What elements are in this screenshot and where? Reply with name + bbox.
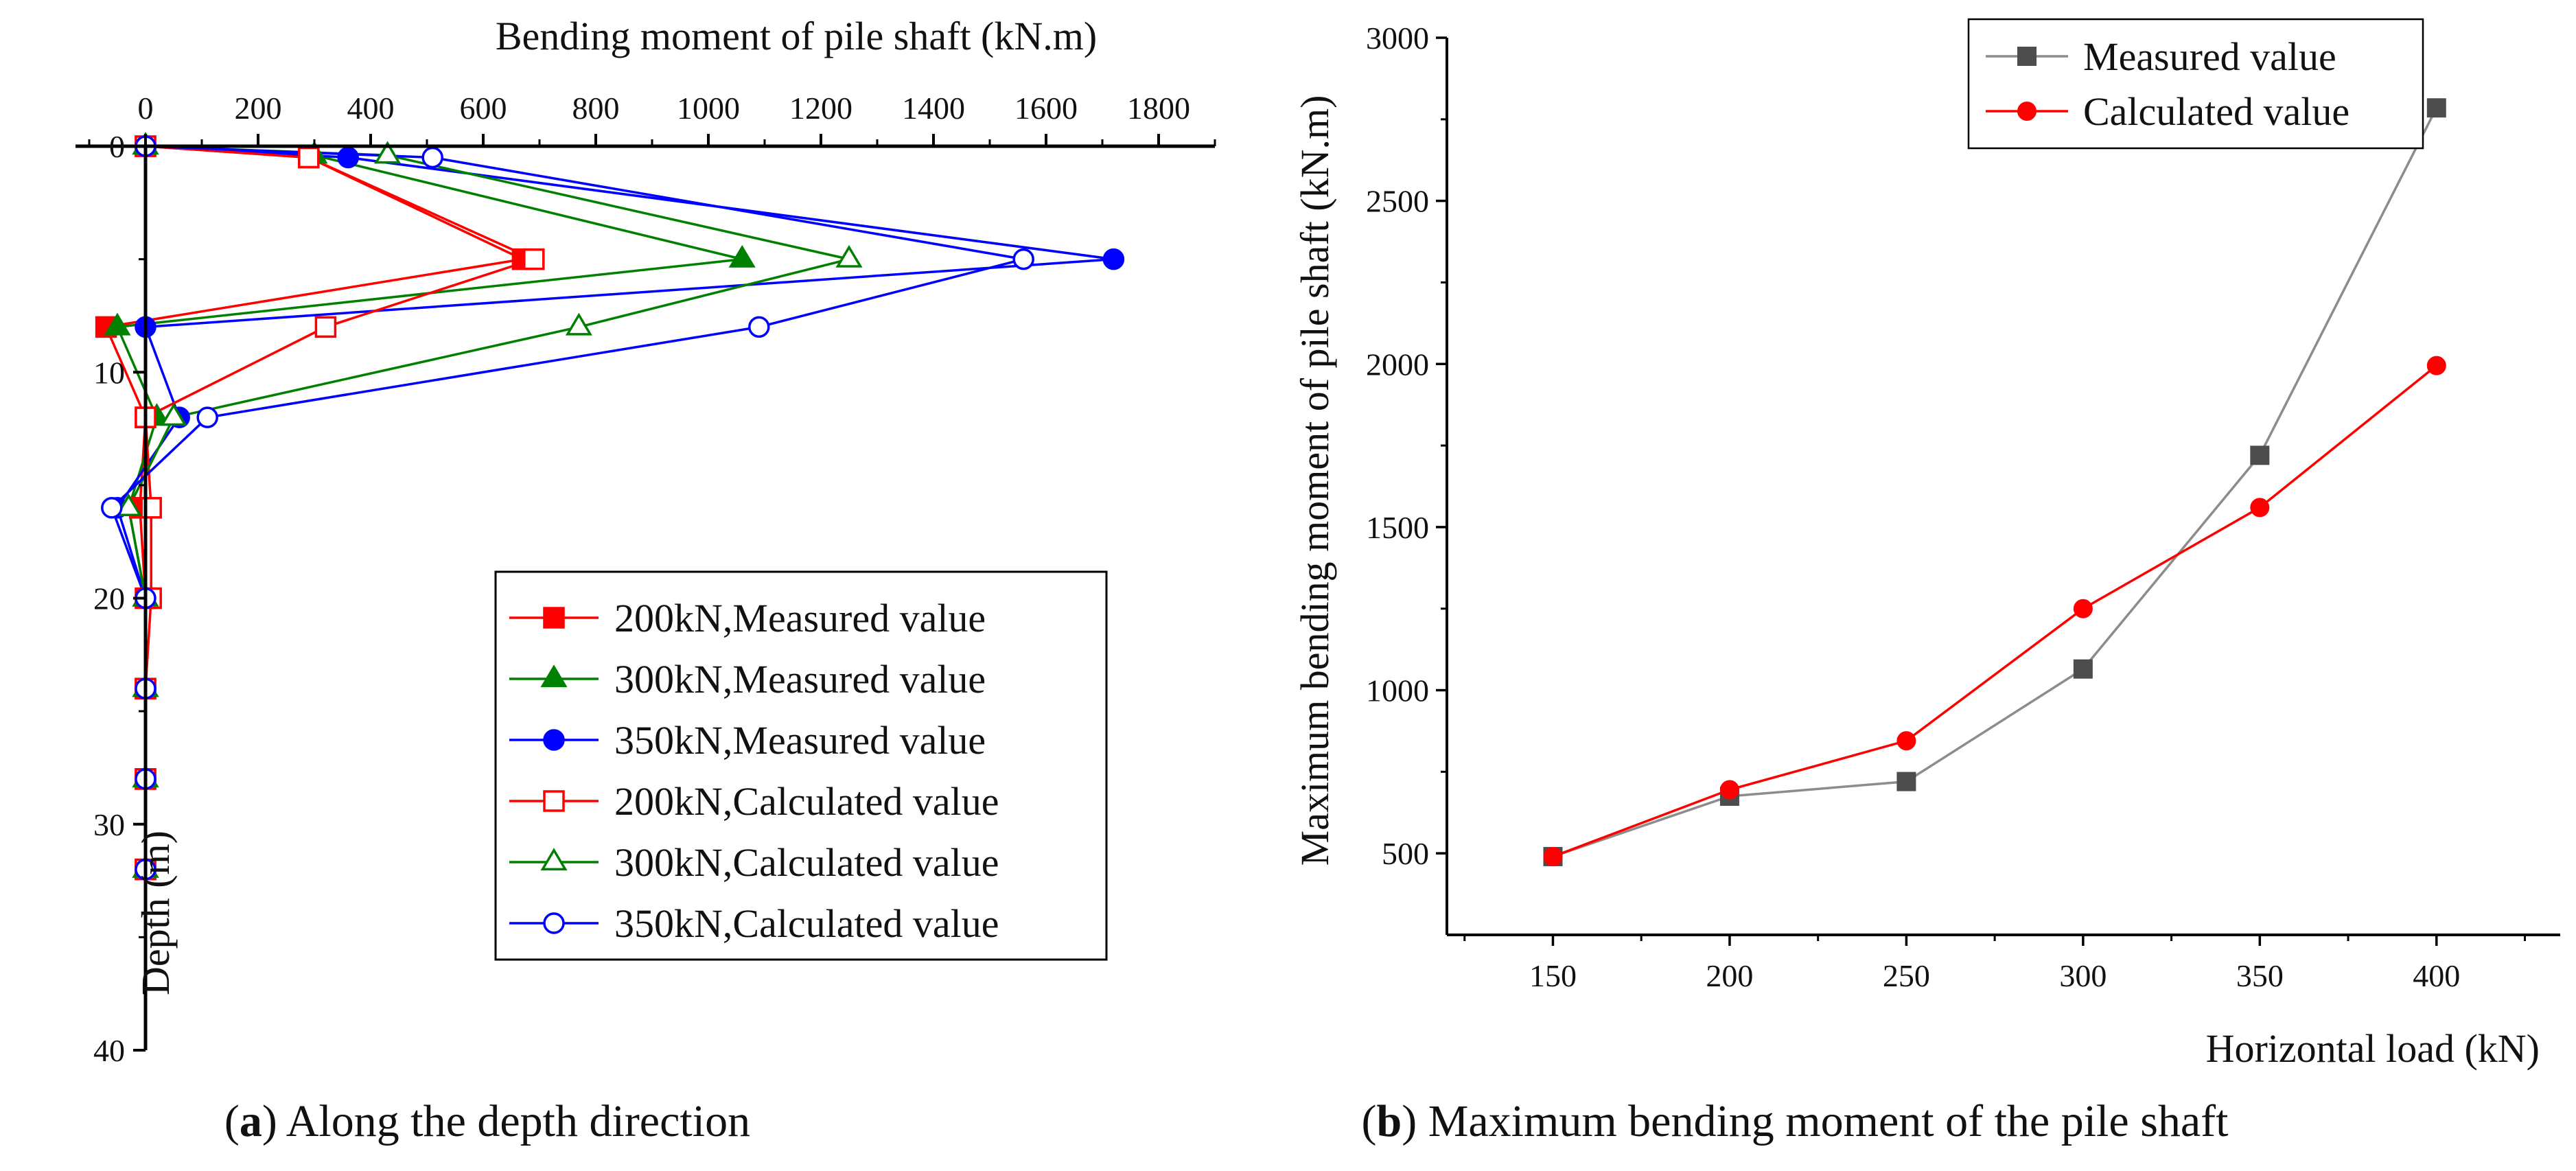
chart-a-caption-text: Along the depth direction bbox=[286, 1096, 750, 1146]
chart-a-point-350kn-calculated-value bbox=[421, 146, 443, 169]
chart-b-point-calculated-value bbox=[1896, 731, 1916, 751]
chart-b-legend-label: Measured value bbox=[2083, 34, 2336, 79]
chart-a-point-300kn-measured-value bbox=[728, 244, 756, 268]
chart-b-y-tick-label: 2000 bbox=[1366, 347, 1429, 382]
chart-a-point-200kn-calculated-value bbox=[523, 248, 545, 270]
chart-a-point-350kn-calculated-value bbox=[1012, 248, 1034, 270]
chart-a-legend-marker bbox=[543, 790, 565, 812]
chart-a-point-200kn-calculated-value bbox=[314, 316, 337, 338]
chart-a-point-300kn-calculated-value bbox=[160, 403, 187, 426]
chart-b-x-tick-label: 150 bbox=[1529, 958, 1577, 993]
chart-b-series-line-measured-value bbox=[1552, 107, 2438, 858]
chart-a-x-tick-label: 1800 bbox=[1127, 91, 1190, 126]
chart-b-legend-marker bbox=[2017, 47, 2037, 66]
chart-b-point-calculated-value bbox=[2426, 356, 2446, 375]
chart-a-legend-marker bbox=[543, 912, 565, 934]
chart-b-point-measured-value bbox=[1896, 772, 1916, 791]
chart-a-legend-label: 300kN,Measured value bbox=[614, 657, 986, 702]
chart-a-x-tick-label: 1600 bbox=[1014, 91, 1078, 126]
chart-b-legend: Measured value Calculated value bbox=[1967, 18, 2424, 150]
chart-a-x-tick-label: 800 bbox=[572, 91, 620, 126]
chart-b-max-moment: 150 200 250 300 350 400 500 1000 1500 2000 2500 30… bbox=[1292, 18, 2560, 1146]
chart-a-legend-box bbox=[494, 570, 1108, 961]
chart-a-legend-marker bbox=[543, 729, 565, 751]
chart-b-x-tick-label: 250 bbox=[1883, 958, 1930, 993]
chart-b-caption: (b) Maximum bending moment of the pile s… bbox=[1362, 1096, 2229, 1146]
chart-a-point-350kn-measured-value bbox=[337, 146, 359, 169]
chart-b-point-measured-value bbox=[2250, 445, 2270, 465]
chart-b-legend-box bbox=[1967, 18, 2424, 150]
chart-a-point-350kn-measured-value bbox=[1102, 248, 1125, 270]
chart-a-legend-label: 200kN,Calculated value bbox=[614, 779, 999, 824]
chart-b-point-calculated-value bbox=[1719, 780, 1739, 800]
chart-b-y-tick-label: 1000 bbox=[1366, 673, 1429, 708]
chart-a-x-tick-label: 0 bbox=[138, 91, 154, 126]
chart-a-caption-letter: a bbox=[240, 1096, 262, 1146]
chart-b-series-line-calculated-value bbox=[1552, 364, 2437, 858]
chart-b-x-tick-label: 350 bbox=[2236, 958, 2284, 993]
chart-a-y-tick-label: 20 bbox=[93, 581, 125, 616]
chart-a-depth-profile: 0 200 400 600 800 1000 1200 1400 1600 1800 0 10 20 3… bbox=[76, 14, 1216, 1146]
chart-a-x-tick-label: 1200 bbox=[789, 91, 852, 126]
chart-b-y-axis-title: Maximum bending moment of pile shaft (kN… bbox=[1292, 95, 1337, 866]
chart-b-x-tick-label: 200 bbox=[1706, 958, 1753, 993]
chart-b-point-calculated-value bbox=[1543, 846, 1563, 866]
chart-b-y-tick-label: 1500 bbox=[1366, 510, 1429, 545]
chart-a-x-tick-label: 400 bbox=[347, 91, 395, 126]
chart-a-x-tick-label: 1400 bbox=[902, 91, 965, 126]
chart-b-point-calculated-value bbox=[2250, 498, 2270, 518]
chart-a-point-300kn-calculated-value bbox=[115, 494, 142, 516]
chart-a-point-300kn-calculated-value bbox=[565, 312, 592, 336]
chart-a-point-300kn-measured-value bbox=[104, 312, 131, 336]
chart-a-y-tick-label: 40 bbox=[93, 1033, 125, 1068]
chart-a-legend: 200kN,Measured value 300kN,Measured value… bbox=[494, 570, 1108, 961]
chart-b-point-calculated-value bbox=[2073, 599, 2093, 618]
chart-a-y-tick-label: 10 bbox=[93, 355, 125, 390]
chart-b-caption-text: Maximum bending moment of the pile shaft bbox=[1428, 1096, 2229, 1146]
chart-a-legend-marker bbox=[540, 848, 568, 871]
chart-a-legend-label: 350kN,Measured value bbox=[614, 718, 986, 763]
chart-a-x-tick-label: 600 bbox=[460, 91, 507, 126]
chart-b-legend-label: Calculated value bbox=[2083, 89, 2349, 134]
chart-b-y-tick-label: 3000 bbox=[1366, 21, 1429, 56]
chart-a-y-tick-label: 30 bbox=[93, 807, 125, 842]
chart-a-series-line-200kn-calculated-value bbox=[144, 145, 537, 870]
chart-a-y-axis-title: Depth (m) bbox=[133, 831, 178, 995]
chart-a-legend-label: 300kN,Calculated value bbox=[614, 840, 999, 885]
chart-a-point-350kn-calculated-value bbox=[748, 316, 770, 338]
chart-a-point-350kn-calculated-value bbox=[196, 406, 218, 428]
chart-a-point-350kn-calculated-value bbox=[101, 497, 123, 519]
chart-a-x-tick-label: 200 bbox=[235, 91, 282, 126]
chart-b-point-measured-value bbox=[2426, 98, 2446, 118]
chart-a-legend-marker bbox=[543, 607, 565, 629]
chart-b-x-axis-title: Horizontal load (kN) bbox=[2206, 1026, 2540, 1071]
chart-b-legend-marker bbox=[2017, 102, 2037, 121]
chart-b-y-ticks: 500 1000 1500 2000 2500 3000 bbox=[1366, 21, 1447, 871]
chart-b-caption-letter: b bbox=[1376, 1096, 1402, 1146]
chart-b-plot-area bbox=[1543, 98, 2446, 866]
chart-a-caption: (a) Along the depth direction bbox=[224, 1096, 750, 1146]
chart-b-x-tick-label: 300 bbox=[2059, 958, 2107, 993]
chart-b-x-ticks: 150 200 250 300 350 400 bbox=[1463, 935, 2527, 993]
chart-a-y-ticks: 0 10 20 30 40 bbox=[93, 129, 146, 1068]
chart-a-x-axis-title: Bending moment of pile shaft (kN.m) bbox=[496, 14, 1097, 58]
chart-b-y-tick-label: 500 bbox=[1382, 836, 1429, 871]
chart-a-legend-marker bbox=[540, 664, 568, 688]
chart-a-y-tick-label: 0 bbox=[109, 129, 125, 164]
chart-a-legend-label: 200kN,Measured value bbox=[614, 596, 986, 640]
chart-a-point-300kn-calculated-value bbox=[374, 141, 402, 164]
chart-b-y-tick-label: 2500 bbox=[1366, 184, 1429, 219]
chart-a-legend-label: 350kN,Calculated value bbox=[614, 901, 999, 946]
chart-b-x-tick-label: 400 bbox=[2413, 958, 2460, 993]
chart-b-point-measured-value bbox=[2073, 659, 2093, 679]
chart-a-x-ticks: 0 200 400 600 800 1000 1200 1400 1600 1800 bbox=[88, 91, 1216, 146]
chart-a-x-tick-label: 1000 bbox=[677, 91, 740, 126]
chart-a-point-200kn-calculated-value bbox=[298, 146, 320, 169]
chart-a-series-line-200kn-measured-value bbox=[104, 145, 527, 870]
chart-a-point-300kn-calculated-value bbox=[835, 244, 863, 268]
